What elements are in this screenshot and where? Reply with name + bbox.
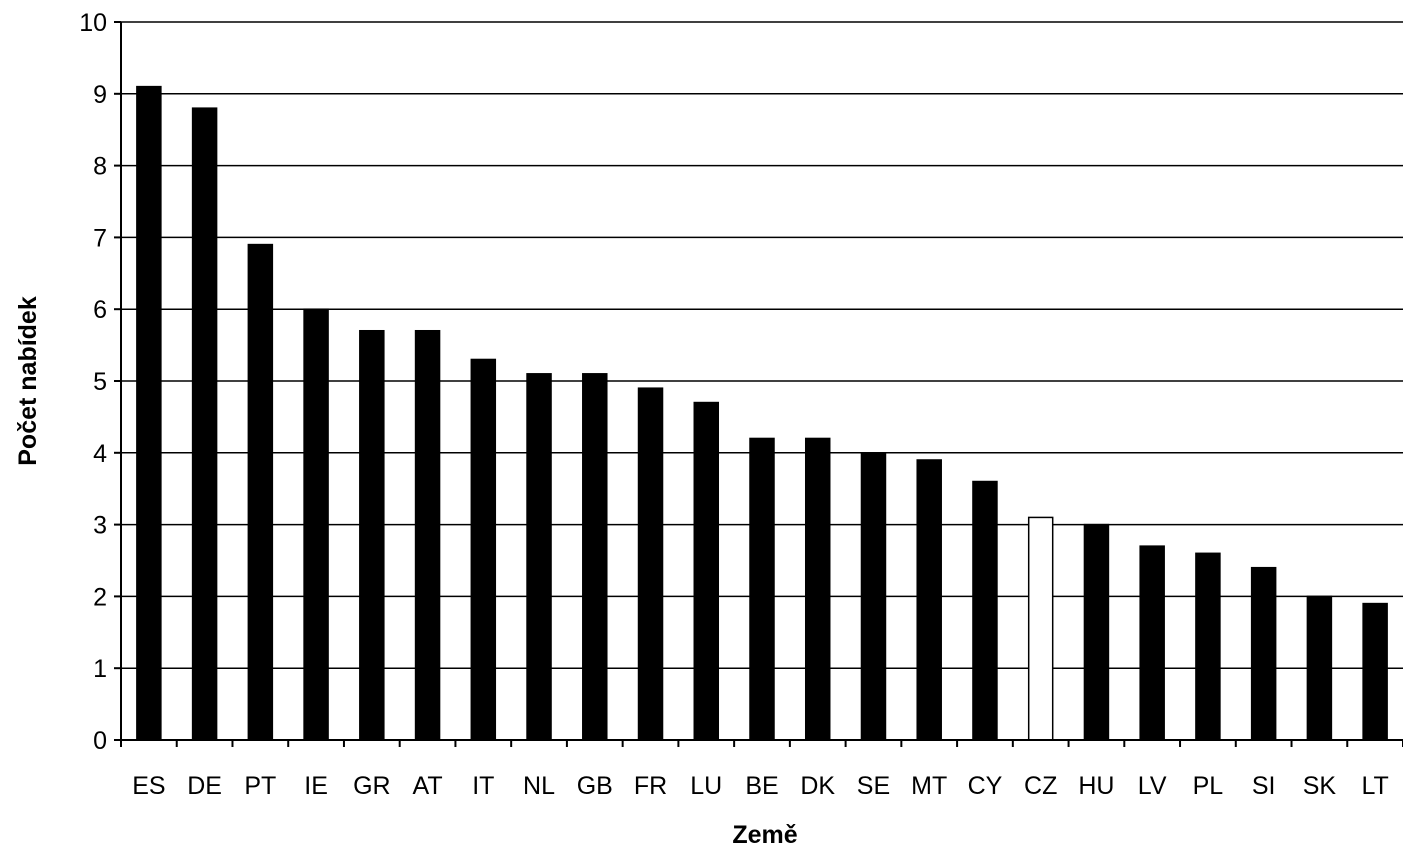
x-tick-label-es: ES: [132, 772, 165, 800]
y-tick-label-2: 2: [93, 583, 107, 611]
bar-mt: [916, 459, 942, 741]
y-tick-label-4: 4: [93, 440, 107, 468]
bar-gb: [582, 373, 608, 741]
x-tick-label-se: SE: [857, 772, 890, 800]
x-tick-label-cz: CZ: [1024, 772, 1057, 800]
bar-lv: [1139, 545, 1165, 741]
x-axis-title: Země: [732, 821, 797, 847]
bar-it: [470, 358, 497, 741]
x-tick-label-lt: LT: [1361, 772, 1388, 800]
bar-se: [860, 452, 887, 741]
bar-lu: [693, 401, 720, 741]
x-tick-label-sk: SK: [1303, 772, 1337, 800]
bar-cz: [1027, 516, 1054, 741]
x-tick-label-hu: HU: [1078, 772, 1114, 800]
y-tick-label-9: 9: [93, 81, 107, 109]
x-tick-label-lu: LU: [690, 772, 722, 800]
x-tick-label-at: AT: [413, 772, 443, 800]
y-tick-label-7: 7: [93, 224, 107, 252]
bar-de: [191, 107, 218, 741]
x-tick-label-gr: GR: [353, 772, 391, 800]
y-axis-ticks: 0 1 2 3 4 5 6 7 8 9 10: [79, 9, 121, 755]
x-axis-ticks: ES DE PT IE GR AT IT NL GB FR LU BE DK SE MT CY CZ HU LV PL…: [120, 740, 1403, 800]
bar-gr: [359, 329, 385, 741]
x-tick-label-be: BE: [745, 772, 778, 800]
bar-lt: [1362, 602, 1388, 741]
y-axis-title: Počet nabídek: [14, 296, 42, 466]
bar-ie: [303, 308, 329, 741]
x-tick-label-dk: DK: [800, 772, 835, 800]
x-tick-label-mt: MT: [911, 772, 947, 800]
bar-be: [749, 437, 775, 741]
bar-dk: [804, 437, 831, 741]
x-tick-label-ie: IE: [304, 772, 328, 800]
bar-pl: [1195, 552, 1221, 741]
bar-at: [414, 329, 441, 741]
gridlines: [121, 21, 1403, 669]
x-tick-label-it: IT: [472, 772, 494, 800]
x-tick-label-gb: GB: [577, 772, 613, 800]
bars: [136, 85, 1388, 741]
y-tick-label-1: 1: [93, 655, 107, 683]
y-tick-label-3: 3: [93, 512, 107, 540]
x-tick-label-si: SI: [1252, 772, 1276, 800]
x-tick-label-pl: PL: [1193, 772, 1224, 800]
bar-fr: [637, 387, 664, 741]
y-tick-label-5: 5: [93, 368, 107, 396]
x-tick-label-de: DE: [187, 772, 222, 800]
x-tick-label-pt: PT: [244, 772, 276, 800]
x-tick-label-cy: CY: [968, 772, 1003, 800]
x-tick-label-fr: FR: [634, 772, 667, 800]
bar-pt: [247, 243, 274, 741]
bar-hu: [1083, 523, 1110, 741]
bar-si: [1250, 566, 1277, 741]
bar-sk: [1306, 595, 1333, 741]
y-tick-label-6: 6: [93, 296, 107, 324]
y-tick-label-0: 0: [93, 727, 107, 755]
y-tick-label-10: 10: [79, 9, 107, 37]
x-tick-label-lv: LV: [1138, 772, 1167, 800]
y-tick-label-8: 8: [93, 153, 107, 181]
bar-cy: [972, 480, 998, 741]
x-tick-label-nl: NL: [523, 772, 555, 800]
bar-nl: [526, 373, 552, 741]
bar-es: [136, 85, 162, 741]
